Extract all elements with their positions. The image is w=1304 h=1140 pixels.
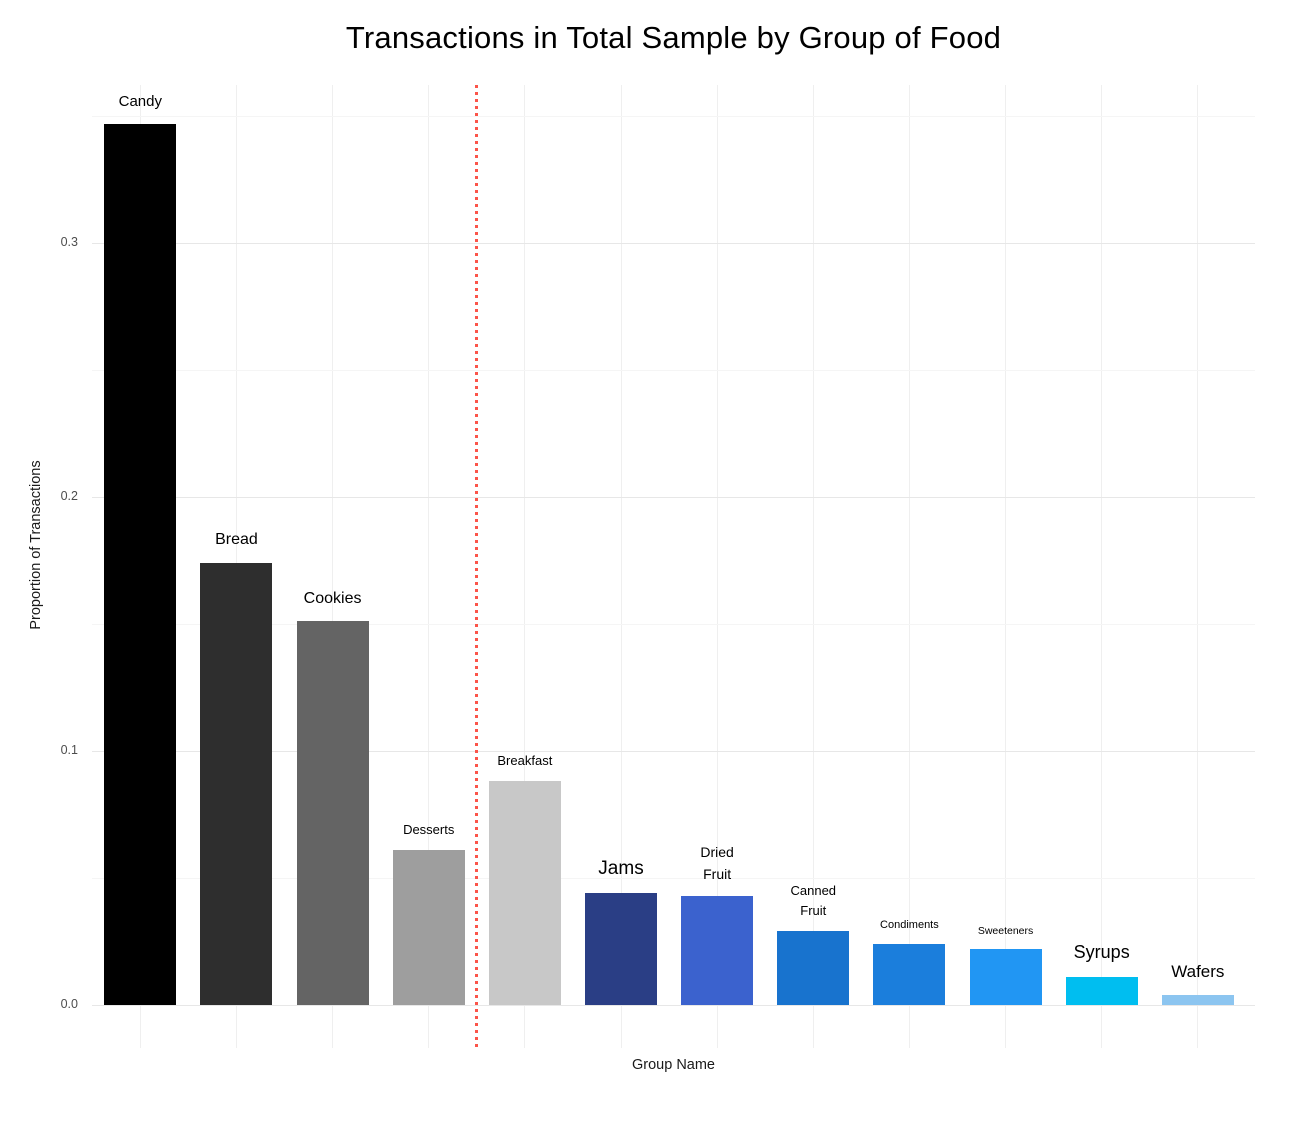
gridline-x-cookies <box>332 85 334 1048</box>
bar-breakfast <box>488 781 561 1005</box>
bar-label-syrups: Syrups <box>1032 939 1172 967</box>
bar-label-line: Sweeteners <box>977 924 1034 937</box>
bar-label-canned-fruit: Canned Fruit <box>743 881 883 921</box>
bar-label-breakfast: Breakfast <box>455 751 595 771</box>
bar-syrups <box>1065 977 1138 1005</box>
y-tick-label: 0.2 <box>60 489 78 503</box>
bar-label-sweeteners: Sweeteners <box>936 923 1076 939</box>
bar-label-line: Breakfast <box>497 753 553 769</box>
chart-title: Transactions in Total Sample by Group of… <box>345 20 1002 55</box>
y-axis-title: Proportion of Transactions <box>28 460 44 630</box>
bar-label-wafers: Wafers <box>1128 959 1268 985</box>
y-tick-label: 0.1 <box>60 743 78 757</box>
y-tick-label: 0.3 <box>60 235 78 249</box>
gridline-x-syrups <box>1101 85 1103 1048</box>
bar-label-line: Condiments <box>880 919 939 931</box>
bar-label-line: Cookies <box>303 589 362 607</box>
bar-condiments <box>873 944 946 1005</box>
gridline-y-minor <box>92 877 1255 879</box>
gridline-y-minor <box>92 369 1255 371</box>
bar-label-candy: Candy <box>70 90 210 113</box>
bar-label-line: Fruit <box>800 903 827 919</box>
bar-label-line: Dried <box>700 844 734 861</box>
gridline-y-major <box>92 1004 1255 1006</box>
bar-wafers <box>1161 994 1234 1005</box>
gridline-x-canned-fruit <box>812 85 814 1048</box>
bar-canned-fruit <box>777 931 850 1005</box>
bar-label-desserts: Desserts <box>359 820 499 840</box>
bar-bread <box>200 563 273 1005</box>
bar-dried-fruit <box>681 895 754 1005</box>
gridline-x-desserts <box>428 85 430 1048</box>
gridline-x-breakfast <box>524 85 526 1048</box>
bar-label-line: Desserts <box>403 821 455 837</box>
bar-label-jams: Jams <box>551 854 691 883</box>
gridline-y-major <box>92 242 1255 244</box>
bar-sweeteners <box>969 949 1042 1005</box>
bar-label-condiments: Condiments <box>839 917 979 934</box>
gridline-y-major <box>92 750 1255 752</box>
gridline-x-sweeteners <box>1005 85 1007 1048</box>
gridline-y-minor <box>92 623 1255 625</box>
gridline-y-minor <box>92 115 1255 117</box>
bar-label-bread: Bread <box>166 528 306 553</box>
bar-label-line: Jams <box>598 857 644 879</box>
bar-label-line: Fruit <box>703 866 732 883</box>
bar-label-line: Canned <box>790 883 837 899</box>
gridline-x-jams <box>620 85 622 1048</box>
bar-label-line: Candy <box>118 93 162 111</box>
gridline-y-major <box>92 496 1255 498</box>
bar-label-cookies: Cookies <box>263 587 403 612</box>
bar-label-line: Bread <box>215 531 258 549</box>
bar-jams <box>585 893 657 1005</box>
gridline-x-condiments <box>908 85 910 1048</box>
bar-label-line: Wafers <box>1171 961 1225 981</box>
x-axis-title: Group Name <box>631 1057 715 1073</box>
gridline-x-wafers <box>1197 85 1199 1048</box>
divider-line <box>475 85 479 1048</box>
y-tick-label: 0.0 <box>60 997 78 1011</box>
bar-label-line: Syrups <box>1073 942 1130 963</box>
bar-cookies <box>296 621 369 1005</box>
bar-candy <box>104 123 177 1005</box>
bar-label-dried-fruit: Dried Fruit <box>647 842 787 885</box>
bar-desserts <box>392 850 465 1005</box>
gridline-x-dried-fruit <box>716 85 718 1048</box>
